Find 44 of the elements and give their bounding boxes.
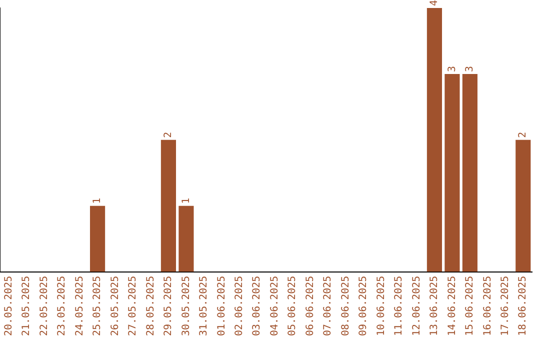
- x-tick-label: 02.06.2025: [234, 276, 245, 336]
- x-tick-label: 24.05.2025: [74, 276, 86, 336]
- x-tick-label: 20.05.2025: [3, 276, 14, 336]
- x-tick-label: 27.05.2025: [128, 276, 139, 336]
- x-tick-label: 09.06.2025: [358, 276, 370, 336]
- bar: [160, 140, 176, 272]
- x-tick-label: 23.05.2025: [56, 276, 68, 336]
- x-tick-label: 07.06.2025: [322, 276, 334, 336]
- x-tick-label: 28.05.2025: [145, 276, 156, 336]
- x-tick-label: 25.05.2025: [92, 276, 104, 336]
- x-tick-label: 21.05.2025: [21, 276, 32, 336]
- data-label: 3: [464, 66, 476, 72]
- x-tick-label: 05.06.2025: [287, 276, 298, 336]
- x-tick-label: 14.06.2025: [446, 276, 458, 336]
- x-tick-label: 15.06.2025: [464, 276, 476, 336]
- x-tick-label: 03.06.2025: [252, 276, 263, 336]
- x-tick-label: 22.05.2025: [38, 276, 50, 336]
- data-label: 1: [92, 198, 104, 204]
- x-tick-label: 26.05.2025: [110, 276, 121, 336]
- x-tick-label: 11.06.2025: [394, 276, 405, 336]
- x-tick-label: 29.05.2025: [163, 276, 174, 336]
- bar: [178, 206, 194, 272]
- x-tick-label: 18.06.2025: [518, 276, 529, 336]
- x-tick-label: 10.06.2025: [376, 276, 387, 336]
- x-tick-label: 31.05.2025: [198, 276, 210, 336]
- x-tick-label: 01.06.2025: [216, 276, 228, 336]
- x-tick-label: 12.06.2025: [411, 276, 422, 336]
- data-label: 4: [429, 0, 440, 6]
- data-label: 2: [518, 132, 529, 138]
- bar: [444, 74, 460, 272]
- x-tick-label: 30.05.2025: [180, 276, 192, 336]
- data-label: 3: [446, 66, 458, 72]
- x-tick-label: 13.06.2025: [429, 276, 440, 336]
- x-tick-label: 06.06.2025: [304, 276, 316, 336]
- x-tick-label: 08.06.2025: [340, 276, 352, 336]
- bar: [516, 140, 531, 272]
- x-tick-label: 16.06.2025: [482, 276, 494, 336]
- data-label: 2: [163, 132, 174, 138]
- bar: [426, 8, 442, 272]
- bar: [462, 74, 478, 272]
- x-tick-label: 04.06.2025: [269, 276, 280, 336]
- data-label: 1: [180, 198, 192, 204]
- x-tick-label: 17.06.2025: [500, 276, 511, 336]
- bar: [90, 206, 106, 272]
